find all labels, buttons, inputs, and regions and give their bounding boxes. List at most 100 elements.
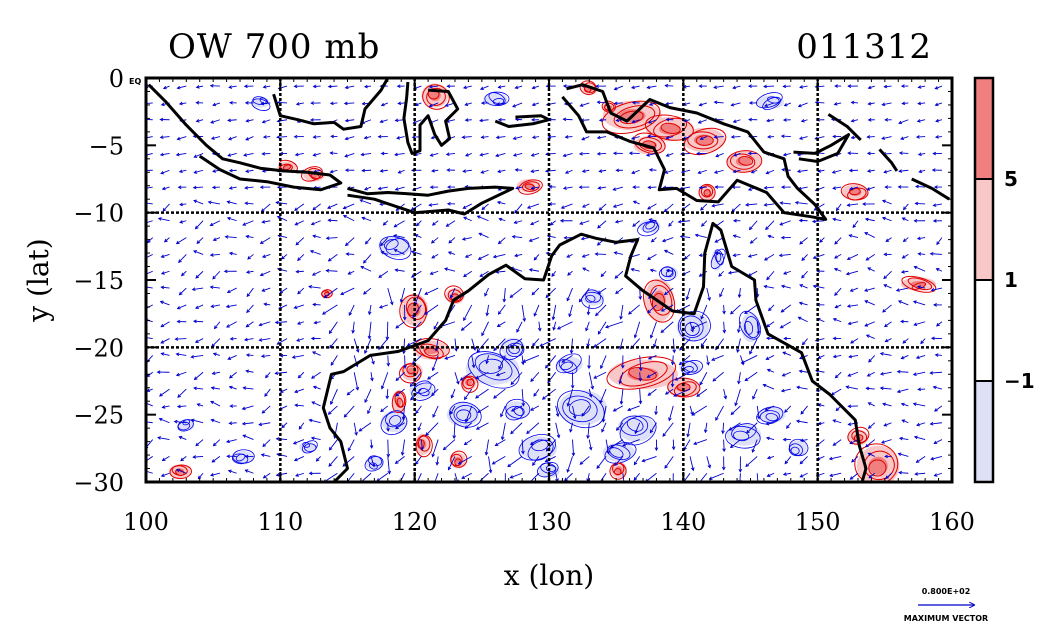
- wind-vector: [655, 405, 657, 415]
- wind-vector: [884, 169, 892, 173]
- wind-vector-head: [781, 373, 786, 377]
- wind-vector: [847, 254, 859, 260]
- wind-vector-head: [713, 100, 718, 105]
- wind-vector: [900, 136, 909, 140]
- wind-vector-head: [160, 352, 165, 356]
- wind-vector-head: [786, 425, 790, 429]
- wind-vector: [463, 85, 472, 89]
- wind-vector: [800, 439, 808, 442]
- wind-vector: [495, 152, 506, 157]
- wind-vector-head: [351, 329, 355, 334]
- wind-vector-head: [363, 259, 367, 264]
- wind-vector: [296, 338, 304, 342]
- wind-vector-head: [628, 311, 632, 315]
- wind-vector-head: [434, 347, 439, 352]
- wind-vector-head: [797, 316, 802, 321]
- wind-vector-head: [531, 85, 536, 90]
- wind-vector-head: [178, 169, 183, 174]
- wind-vector: [835, 371, 842, 379]
- wind-vector: [563, 152, 573, 157]
- wind-vector: [530, 405, 540, 411]
- wind-vector-head: [159, 152, 164, 157]
- wind-vector-head: [722, 310, 726, 315]
- wind-vector: [849, 234, 859, 239]
- wind-vector-head: [881, 199, 886, 204]
- wind-vector-head: [178, 259, 182, 263]
- positive-contour: [643, 279, 676, 323]
- wind-vector-head: [627, 407, 632, 412]
- wind-vector-head: [431, 453, 435, 458]
- wind-vector-head: [845, 271, 850, 276]
- wind-vector: [880, 387, 892, 390]
- wind-vector: [480, 85, 489, 90]
- wind-vector-head: [397, 170, 402, 174]
- wind-vector: [781, 135, 791, 138]
- wind-vector-head: [732, 169, 737, 174]
- wind-vector: [430, 152, 439, 157]
- wind-vector-head: [515, 186, 520, 190]
- wind-vector: [718, 270, 724, 277]
- wind-vector-head: [297, 257, 301, 262]
- wind-vector-head: [431, 255, 436, 259]
- wind-vector-head: [342, 463, 347, 467]
- positive-contour: [282, 164, 292, 171]
- wind-vector-head: [700, 315, 704, 320]
- wind-vector: [401, 439, 406, 456]
- wind-vector: [411, 203, 422, 211]
- y-tick-label: −20: [73, 334, 124, 362]
- wind-vector-head: [798, 369, 803, 374]
- wind-vector-head: [912, 300, 917, 304]
- wind-vector-head: [638, 400, 643, 405]
- wind-vector: [723, 439, 725, 452]
- wind-vector-head: [512, 136, 517, 140]
- wind-vector-head: [293, 84, 298, 89]
- wind-vector: [146, 220, 153, 224]
- wind-vector-head: [210, 120, 215, 124]
- wind-vector: [662, 422, 674, 437]
- wind-vector-head: [851, 458, 855, 463]
- wind-vector: [662, 237, 674, 242]
- wind-vector-head: [432, 414, 436, 418]
- wind-vector: [493, 253, 506, 258]
- wind-vector: [395, 388, 405, 397]
- wind-vector-head: [325, 236, 330, 240]
- wind-vector-head: [340, 291, 345, 296]
- wind-vector-head: [918, 169, 923, 174]
- wind-vector-head: [212, 352, 217, 356]
- wind-vector: [712, 371, 724, 382]
- wind-vector: [348, 304, 355, 316]
- wind-vector-head: [932, 385, 937, 390]
- positive-contour: [606, 356, 677, 390]
- wind-vector: [563, 186, 573, 189]
- wind-vector: [364, 136, 372, 139]
- wind-vector: [226, 439, 237, 443]
- equator-label: EQ: [129, 77, 141, 86]
- wind-vector-head: [752, 395, 756, 400]
- wind-vector: [461, 321, 473, 331]
- coastline-new-guinea: [561, 83, 828, 221]
- wind-vector: [686, 287, 691, 300]
- wind-vector: [381, 372, 389, 389]
- wind-vector: [766, 321, 775, 328]
- wind-vector-head: [259, 240, 264, 244]
- wind-vector: [846, 270, 859, 275]
- wind-vector-head: [898, 470, 902, 475]
- wind-vector: [801, 270, 808, 279]
- wind-vector-head: [445, 223, 450, 227]
- wind-vector-head: [478, 232, 483, 237]
- wind-vector-head: [933, 473, 938, 477]
- wind-vector-head: [212, 442, 217, 447]
- wind-vector-head: [325, 268, 330, 273]
- wind-vector-head: [377, 186, 382, 191]
- wind-vector: [935, 354, 942, 356]
- wind-vector: [180, 456, 187, 461]
- wind-vector-head: [544, 169, 549, 173]
- wind-vector: [146, 470, 153, 474]
- wind-vector: [345, 119, 355, 122]
- coastline-new-ireland: [827, 113, 862, 141]
- wind-vector: [882, 403, 892, 407]
- wind-vector-head: [364, 240, 369, 245]
- wind-vector: [799, 370, 808, 373]
- wind-vector: [527, 203, 540, 209]
- wind-vector-head: [614, 462, 618, 467]
